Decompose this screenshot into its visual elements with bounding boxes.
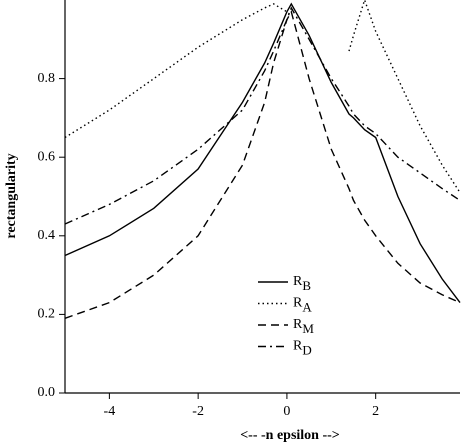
legend-label: RD <box>293 339 312 358</box>
series-line <box>64 9 461 319</box>
y-tick-label: 0.2 <box>38 307 56 322</box>
x-tick-label: -2 <box>192 404 204 419</box>
y-axis-label: rectangularity <box>4 153 19 238</box>
x-tick-label: 2 <box>372 404 379 419</box>
y-tick-label: 0.4 <box>38 228 56 243</box>
series-line <box>64 0 461 193</box>
y-tick-label: 0.0 <box>38 385 56 400</box>
legend-label: RM <box>293 317 314 336</box>
y-tick-label: 0.8 <box>38 71 56 86</box>
legend-label: RB <box>293 274 311 293</box>
legend-label: RA <box>293 296 312 315</box>
x-axis-label: <-- -n epsilon --> <box>240 428 340 443</box>
y-tick-label: 0.6 <box>38 149 56 164</box>
series-line <box>64 2 461 304</box>
x-tick-label: -4 <box>104 404 116 419</box>
series-line <box>64 6 461 225</box>
x-tick-label: 0 <box>283 404 290 419</box>
